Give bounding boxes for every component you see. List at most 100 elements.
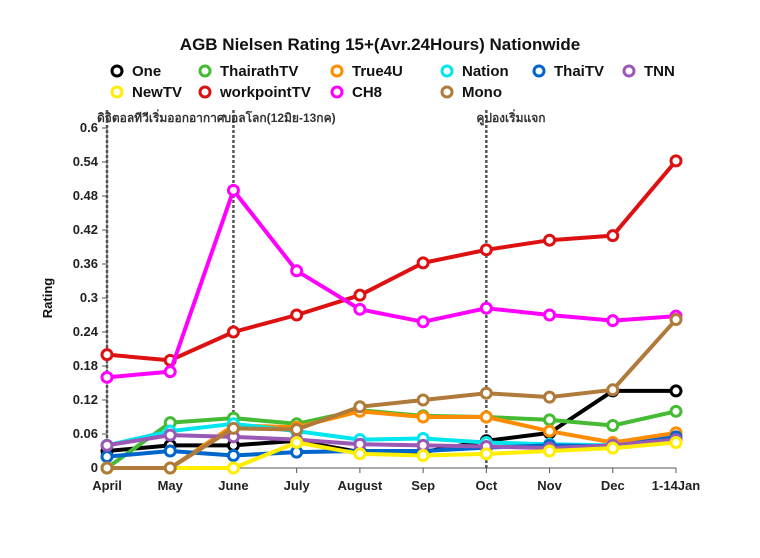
data-point <box>669 154 683 168</box>
y-tick-label: 0.48 <box>73 188 98 203</box>
legend-marker <box>532 64 546 78</box>
legend-marker <box>110 85 124 99</box>
data-point <box>669 384 683 398</box>
legend-marker <box>330 64 344 78</box>
series-workpointtv <box>100 154 683 367</box>
data-point <box>353 400 367 414</box>
legend-item: One <box>110 63 161 80</box>
annotation-label: คูปองเริ่มแจก <box>476 109 545 126</box>
legend-marker <box>198 85 212 99</box>
data-point <box>163 444 177 458</box>
x-tick-label: Nov <box>537 478 562 493</box>
legend-item: ThairathTV <box>198 63 298 80</box>
data-point <box>543 308 557 322</box>
data-point <box>416 449 430 463</box>
data-point <box>416 315 430 329</box>
x-tick-label: Dec <box>601 478 625 493</box>
data-point <box>479 386 493 400</box>
data-point <box>226 421 240 435</box>
data-point <box>606 441 620 455</box>
y-axis-label: Rating <box>40 278 55 319</box>
data-point <box>543 413 557 427</box>
legend-label: True4U <box>352 63 403 80</box>
data-point <box>479 447 493 461</box>
data-point <box>163 428 177 442</box>
data-point <box>290 264 304 278</box>
y-tick-label: 0.18 <box>73 358 98 373</box>
data-point <box>543 233 557 247</box>
y-tick-label: 0 <box>91 460 98 475</box>
annotation-label: บอลโลก(12มิย-13กค) <box>223 110 335 125</box>
data-point <box>100 461 114 475</box>
data-point <box>669 313 683 327</box>
legend-marker <box>110 64 124 78</box>
legend-label: CH8 <box>352 84 382 101</box>
data-point <box>543 390 557 404</box>
data-point <box>226 449 240 463</box>
legend-item: NewTV <box>110 84 182 101</box>
legend-marker <box>622 64 636 78</box>
annotations: ดิจิตอลทีวีเริ่มออกอากาศบอลโลก(12มิย-13ก… <box>97 109 546 468</box>
data-point <box>606 383 620 397</box>
data-point <box>290 436 304 449</box>
data-point <box>543 444 557 458</box>
legend-label: NewTV <box>132 84 182 101</box>
series-line <box>106 159 678 363</box>
legend-label: ThairathTV <box>220 63 298 80</box>
legend-label: Mono <box>462 84 502 101</box>
data-point <box>353 302 367 316</box>
legend-item: CH8 <box>330 84 382 101</box>
legend-item: True4U <box>330 63 403 80</box>
y-tick-label: 0.24 <box>73 324 99 339</box>
legend-label: workpointTV <box>219 84 311 101</box>
data-point <box>606 314 620 328</box>
data-point <box>163 461 177 475</box>
legend-marker <box>198 64 212 78</box>
x-tick-label: August <box>337 478 382 493</box>
x-tick-label: Oct <box>475 478 497 493</box>
series-line <box>106 433 677 451</box>
data-point <box>416 438 430 452</box>
legend-marker <box>330 85 344 99</box>
x-tick-label: April <box>92 478 122 493</box>
legend-marker <box>440 64 454 78</box>
data-point <box>226 325 240 339</box>
legend-label: Nation <box>462 63 509 80</box>
y-tick-label: 0.42 <box>73 222 98 237</box>
series-mono <box>100 313 683 475</box>
x-tick-label: May <box>158 478 184 493</box>
series-line <box>107 318 678 470</box>
chart-title: AGB Nielsen Rating 15+(Avr.24Hours) Nati… <box>180 35 580 54</box>
x-tick-label: June <box>218 478 248 493</box>
x-tick-label: July <box>284 478 311 493</box>
y-tick-label: 0.3 <box>80 290 98 305</box>
y-tick-label: 0.6 <box>80 120 98 135</box>
legend-item: workpointTV <box>198 84 311 101</box>
data-point <box>669 436 683 449</box>
data-point <box>290 422 304 436</box>
y-tick-label: 0.12 <box>73 392 98 407</box>
data-point <box>416 410 430 424</box>
data-point <box>353 288 367 302</box>
y-tick-label: 0.06 <box>73 426 98 441</box>
data-point <box>353 447 367 461</box>
data-point <box>479 410 493 424</box>
legend-label: ThaiTV <box>554 63 604 80</box>
legend-marker <box>440 85 454 99</box>
data-point <box>543 424 557 438</box>
data-point <box>290 308 304 322</box>
legend-item: ThaiTV <box>532 63 604 80</box>
data-point <box>226 183 240 197</box>
legend-item: Nation <box>440 63 509 80</box>
legend-label: TNN <box>644 63 675 80</box>
data-point <box>479 243 493 257</box>
data-point <box>100 370 114 384</box>
data-point <box>100 450 114 464</box>
data-point <box>479 301 493 315</box>
data-point <box>100 438 114 452</box>
data-point <box>416 393 430 407</box>
legend-label: One <box>132 63 161 80</box>
data-point <box>606 419 620 432</box>
legend-item: Mono <box>440 84 502 101</box>
